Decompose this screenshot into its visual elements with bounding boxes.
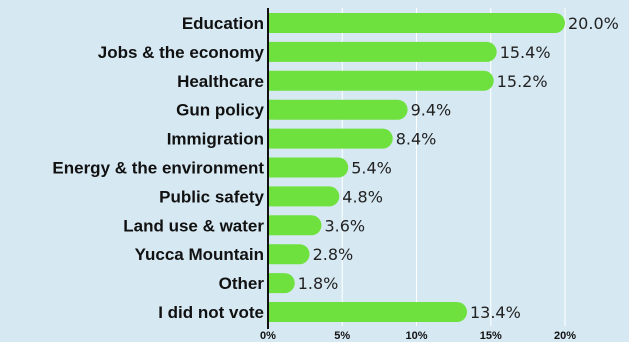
bar-3	[268, 100, 408, 120]
x-tick-label: 5%	[334, 330, 350, 342]
value-label: 9.4%	[411, 101, 452, 120]
category-label: Energy & the environment	[52, 159, 264, 178]
bar-10	[268, 302, 467, 322]
category-label: Land use & water	[123, 216, 264, 235]
value-label: 2.8%	[313, 245, 354, 264]
value-label: 4.8%	[342, 187, 383, 206]
bar-4	[268, 129, 393, 149]
bar-base-0	[268, 13, 278, 33]
bar-base-2	[268, 71, 278, 91]
bar-6	[268, 186, 339, 206]
bar-0	[268, 13, 565, 33]
value-label: 3.6%	[324, 216, 365, 235]
category-label: Gun policy	[176, 101, 264, 120]
value-label: 8.4%	[396, 130, 437, 149]
bar-5	[268, 158, 348, 178]
bar-base-6	[268, 186, 278, 206]
value-label: 15.2%	[497, 72, 548, 91]
category-label: Immigration	[167, 130, 264, 149]
value-label: 20.0%	[568, 14, 619, 33]
value-label: 1.8%	[298, 274, 339, 293]
category-label: Healthcare	[177, 72, 264, 91]
value-label: 13.4%	[470, 303, 521, 322]
category-label: Public safety	[159, 187, 264, 206]
bar-2	[268, 71, 494, 91]
bar-base-8	[268, 244, 278, 264]
category-label: Yucca Mountain	[135, 245, 264, 264]
bar-base-3	[268, 100, 278, 120]
bar-base-9	[268, 273, 278, 293]
bar-base-5	[268, 158, 278, 178]
x-tick-label: 0%	[260, 330, 276, 342]
category-label: Other	[219, 274, 265, 293]
value-label: 15.4%	[500, 43, 551, 62]
bar-base-7	[268, 215, 278, 235]
category-label: Jobs & the economy	[98, 43, 265, 62]
bar-1	[268, 42, 497, 62]
bar-base-1	[268, 42, 278, 62]
x-tick-label: 20%	[554, 330, 576, 342]
value-label: 5.4%	[351, 159, 392, 178]
bar-base-10	[268, 302, 278, 322]
bar-base-4	[268, 129, 278, 149]
x-tick-label: 15%	[480, 330, 502, 342]
category-label: Education	[182, 14, 264, 33]
x-tick-label: 10%	[405, 330, 427, 342]
category-label: I did not vote	[158, 303, 264, 322]
